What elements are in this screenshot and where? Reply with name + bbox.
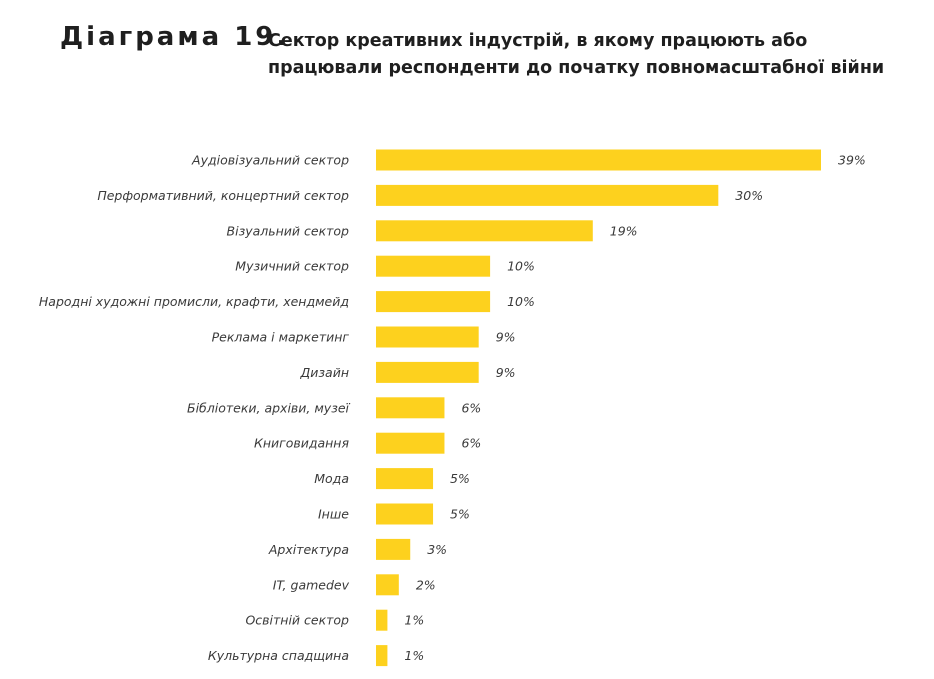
value-label: 39% — [838, 153, 866, 168]
category-label: Освітній сектор — [245, 613, 349, 628]
value-label: 10% — [507, 294, 535, 309]
category-label: Перформативний, концертний сектор — [97, 188, 349, 203]
value-label: 3% — [427, 542, 447, 557]
value-label: 6% — [461, 400, 481, 415]
bar — [376, 220, 593, 242]
category-label: Бібліотеки, архіви, музеї — [187, 400, 351, 415]
bar — [376, 503, 434, 525]
value-label: 2% — [416, 577, 436, 592]
bar — [376, 645, 388, 667]
bar — [376, 609, 388, 631]
category-label: Реклама і маркетинг — [212, 330, 350, 345]
bar — [376, 432, 445, 454]
value-label: 30% — [735, 188, 763, 203]
category-label: Мода — [314, 471, 349, 486]
bar — [376, 291, 491, 313]
category-label: Інше — [318, 507, 349, 522]
category-label: Аудіовізуальний сектор — [191, 153, 349, 168]
category-label: Візуальний сектор — [227, 223, 350, 238]
value-label: 5% — [450, 471, 470, 486]
category-label: Книговидання — [254, 436, 350, 451]
value-label: 6% — [461, 436, 481, 451]
bar — [376, 361, 479, 383]
value-label: 10% — [507, 259, 535, 274]
category-label: Дизайн — [300, 365, 350, 380]
bar — [376, 468, 434, 490]
value-label: 19% — [610, 223, 638, 238]
diagram-number: Діаграма 19. — [60, 22, 290, 52]
bar — [376, 574, 399, 596]
value-label: 9% — [496, 365, 516, 380]
category-label: Культурна спадщина — [208, 648, 349, 663]
bar — [376, 397, 445, 419]
category-label: Народні художні промисли, крафти, хендме… — [39, 294, 349, 309]
category-label: IT, gamedev — [273, 577, 350, 592]
value-label: 9% — [496, 330, 516, 345]
value-label: 1% — [404, 613, 424, 628]
bar — [376, 538, 411, 560]
chart-title: Сектор креативних індустрій, в якому пра… — [268, 31, 885, 78]
value-label: 1% — [404, 648, 424, 663]
category-label: Архітектура — [268, 542, 349, 557]
bar — [376, 255, 491, 277]
bar — [376, 326, 479, 348]
value-label: 5% — [450, 507, 470, 522]
category-label: Музичний сектор — [235, 259, 349, 274]
bar — [376, 184, 719, 206]
bar — [376, 149, 821, 171]
